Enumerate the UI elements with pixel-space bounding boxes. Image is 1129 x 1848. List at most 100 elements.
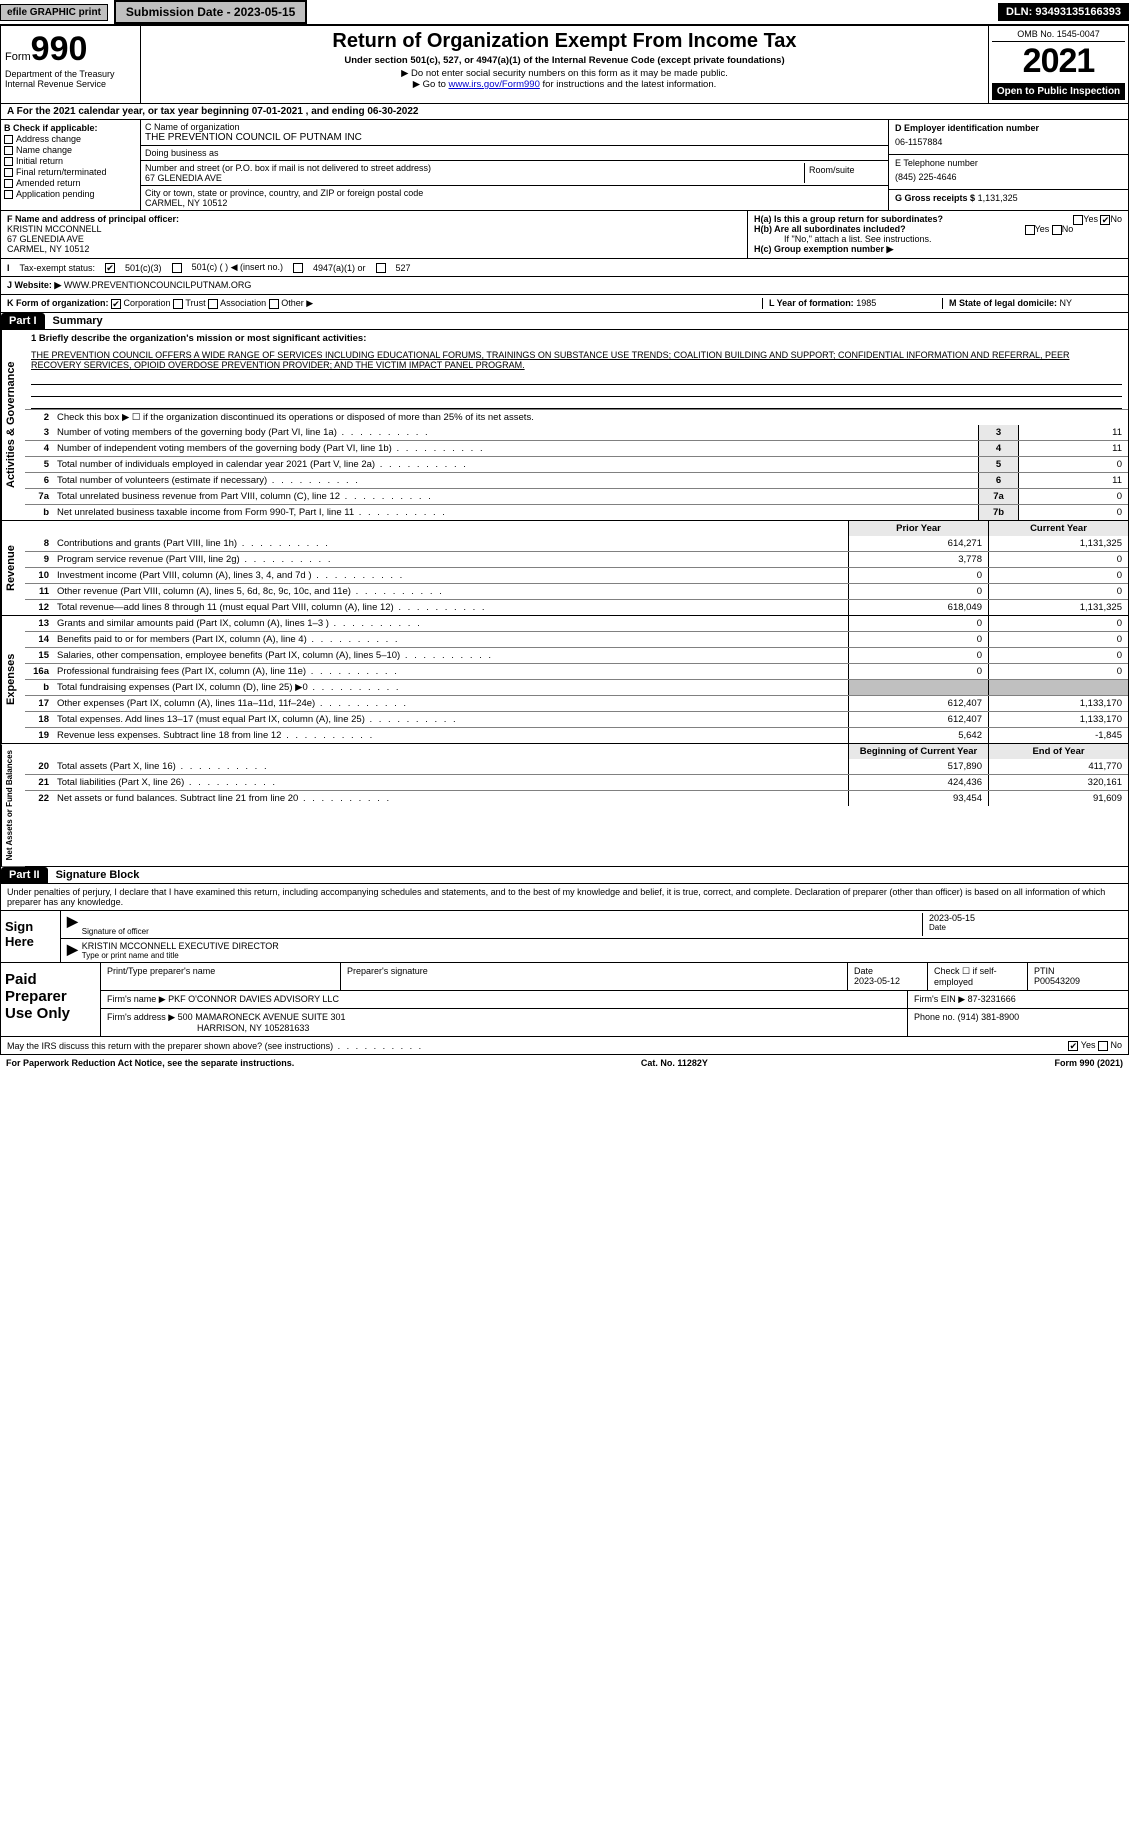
mission-blank-line (31, 385, 1122, 397)
firm-phone: (914) 381-8900 (958, 1012, 1020, 1022)
table-row: 8 Contributions and grants (Part VIII, l… (25, 536, 1128, 551)
gross-receipts: 1,131,325 (978, 193, 1018, 203)
vtab-expenses: Expenses (1, 616, 25, 743)
table-row: 5 Total number of individuals employed i… (25, 456, 1128, 472)
table-row: 20 Total assets (Part X, line 16) 517,89… (25, 759, 1128, 774)
ptin-value: P00543209 (1034, 976, 1080, 986)
table-row: b Net unrelated business taxable income … (25, 504, 1128, 520)
expenses-section: Expenses 13 Grants and similar amounts p… (0, 616, 1129, 744)
table-row: 3 Number of voting members of the govern… (25, 425, 1128, 440)
hb-no[interactable] (1052, 225, 1062, 235)
discuss-yes[interactable] (1068, 1041, 1078, 1051)
table-row: 7a Total unrelated business revenue from… (25, 488, 1128, 504)
table-row: 22 Net assets or fund balances. Subtract… (25, 790, 1128, 806)
efile-label: efile GRAPHIC print (0, 4, 108, 21)
chk-corp[interactable] (111, 299, 121, 309)
mission-blank-line (31, 397, 1122, 409)
block-f: F Name and address of principal officer:… (1, 211, 748, 258)
firm-ein: 87-3231666 (968, 994, 1016, 1004)
table-row: 12 Total revenue—add lines 8 through 11 … (25, 599, 1128, 615)
checkbox-amended[interactable] (4, 179, 13, 188)
table-row: 10 Investment income (Part VIII, column … (25, 567, 1128, 583)
part-1-header: Part I Summary (0, 313, 1129, 330)
hb-yes[interactable] (1025, 225, 1035, 235)
website-link[interactable]: WWW.PREVENTIONCOUNCILPUTNAM.ORG (64, 280, 252, 290)
checkbox-name-change[interactable] (4, 146, 13, 155)
checkbox-initial-return[interactable] (4, 157, 13, 166)
table-row: 15 Salaries, other compensation, employe… (25, 647, 1128, 663)
irs-link[interactable]: www.irs.gov/Form990 (449, 79, 540, 90)
table-row: 9 Program service revenue (Part VIII, li… (25, 551, 1128, 567)
table-row: 18 Total expenses. Add lines 13–17 (must… (25, 711, 1128, 727)
header-center: Return of Organization Exempt From Incom… (141, 26, 988, 103)
header-left: Form990 Department of the Treasury Inter… (1, 26, 141, 103)
org-address: 67 GLENEDIA AVE (145, 173, 804, 183)
mission-blank-line (31, 373, 1122, 385)
entity-block: B Check if applicable: Address change Na… (0, 120, 1129, 211)
penalty-text: Under penalties of perjury, I declare th… (1, 884, 1128, 911)
table-row: 14 Benefits paid to or for members (Part… (25, 631, 1128, 647)
header-note2: ▶ Go to www.irs.gov/Form990 for instruct… (145, 79, 984, 90)
part-2-header: Part II Signature Block (0, 867, 1129, 884)
table-row: 11 Other revenue (Part VIII, column (A),… (25, 583, 1128, 599)
row-k-l-m: K Form of organization: Corporation Trus… (0, 295, 1129, 313)
paid-preparer-label: Paid Preparer Use Only (1, 963, 101, 1036)
chk-other[interactable] (269, 299, 279, 309)
paid-preparer-block: Paid Preparer Use Only Print/Type prepar… (0, 963, 1129, 1037)
chk-assoc[interactable] (208, 299, 218, 309)
table-row: 16a Professional fundraising fees (Part … (25, 663, 1128, 679)
checkbox-app-pending[interactable] (4, 190, 13, 199)
form-header: Form990 Department of the Treasury Inter… (0, 25, 1129, 104)
top-bar: efile GRAPHIC print Submission Date - 20… (0, 0, 1129, 25)
table-row: 21 Total liabilities (Part X, line 26) 4… (25, 774, 1128, 790)
header-title: Return of Organization Exempt From Incom… (145, 30, 984, 53)
block-c: C Name of organization THE PREVENTION CO… (141, 120, 888, 210)
table-row: 19 Revenue less expenses. Subtract line … (25, 727, 1128, 743)
chk-4947[interactable] (293, 263, 303, 273)
activities-governance: Activities & Governance 1 Briefly descri… (0, 330, 1129, 521)
vtab-governance: Activities & Governance (1, 330, 25, 520)
header-right: OMB No. 1545-0047 2021 Open to Public In… (988, 26, 1128, 103)
tax-year: 2021 (992, 42, 1125, 81)
ha-no[interactable] (1100, 215, 1110, 225)
table-row: b Total fundraising expenses (Part IX, c… (25, 679, 1128, 695)
discuss-no[interactable] (1098, 1041, 1108, 1051)
signature-block: Under penalties of perjury, I declare th… (0, 884, 1129, 963)
chk-501c[interactable] (172, 263, 182, 273)
form-ref: Form 990 (2021) (1054, 1058, 1123, 1068)
checkbox-address-change[interactable] (4, 135, 13, 144)
form-number: 990 (31, 30, 88, 68)
revenue-section: Revenue Prior Year Current Year 8 Contri… (0, 521, 1129, 616)
table-row: 6 Total number of volunteers (estimate i… (25, 472, 1128, 488)
net-assets-section: Net Assets or Fund Balances Beginning of… (0, 744, 1129, 867)
block-h: H(a) Is this a group return for subordin… (748, 211, 1128, 258)
dln-label: DLN: 93493135166393 (998, 3, 1129, 21)
org-city: CARMEL, NY 10512 (145, 198, 423, 208)
cat-number: Cat. No. 11282Y (641, 1058, 708, 1068)
line-a: A For the 2021 calendar year, or tax yea… (0, 104, 1129, 120)
chk-trust[interactable] (173, 299, 183, 309)
block-d: D Employer identification number 06-1157… (888, 120, 1128, 210)
footer-row: For Paperwork Reduction Act Notice, see … (0, 1055, 1129, 1071)
table-row: 13 Grants and similar amounts paid (Part… (25, 616, 1128, 631)
submission-date-button[interactable]: Submission Date - 2023-05-15 (114, 0, 307, 24)
firm-name: PKF O'CONNOR DAVIES ADVISORY LLC (168, 994, 339, 1004)
vtab-balances: Net Assets or Fund Balances (1, 744, 25, 866)
checkbox-final-return[interactable] (4, 168, 13, 177)
row-i: I Tax-exempt status: 501(c)(3) 501(c) ( … (0, 259, 1129, 277)
officer-name: KRISTIN MCCONNELL EXECUTIVE DIRECTOR (82, 941, 279, 951)
form-prefix: Form (5, 51, 31, 63)
chk-501c3[interactable] (105, 263, 115, 273)
ha-yes[interactable] (1073, 215, 1083, 225)
chk-527[interactable] (376, 263, 386, 273)
row-f-h: F Name and address of principal officer:… (0, 211, 1129, 259)
mission-text: THE PREVENTION COUNCIL OFFERS A WIDE RAN… (25, 347, 1128, 373)
org-name: THE PREVENTION COUNCIL OF PUTNAM INC (145, 132, 884, 143)
block-b: B Check if applicable: Address change Na… (1, 120, 141, 210)
table-row: 17 Other expenses (Part IX, column (A), … (25, 695, 1128, 711)
header-note1: ▶ Do not enter social security numbers o… (145, 68, 984, 79)
row-j: J Website: ▶ WWW.PREVENTIONCOUNCILPUTNAM… (0, 277, 1129, 295)
vtab-revenue: Revenue (1, 521, 25, 615)
omb-number: OMB No. 1545-0047 (992, 29, 1125, 42)
dept-label: Department of the Treasury Internal Reve… (5, 69, 136, 89)
